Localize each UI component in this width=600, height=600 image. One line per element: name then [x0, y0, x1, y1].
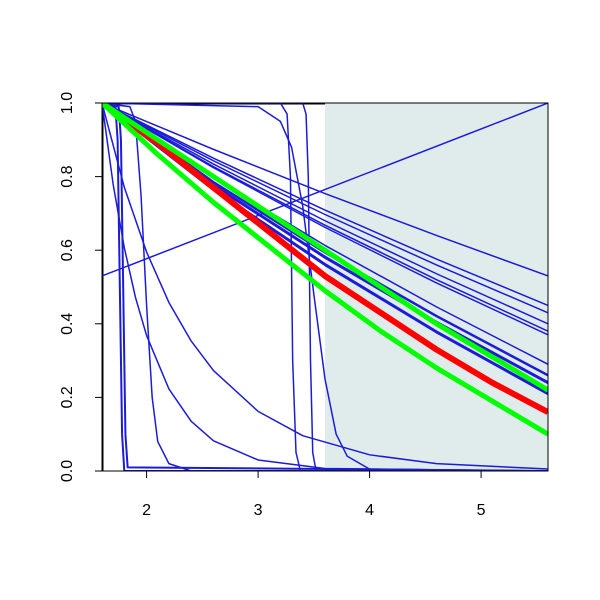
y-tick-label: 0.4	[59, 313, 76, 335]
series-line	[102, 103, 548, 314]
x-tick-label: 5	[477, 502, 486, 519]
y-tick-label: 0.2	[59, 386, 76, 408]
series-line	[102, 103, 548, 336]
series-line	[102, 103, 548, 325]
y-tick-label: 0.8	[59, 165, 76, 187]
plot-frame	[101, 102, 549, 472]
plot-area	[102, 103, 548, 471]
series-line	[102, 103, 548, 277]
series-line	[102, 103, 548, 307]
x-tick-label: 4	[365, 502, 374, 519]
series-line	[102, 103, 548, 471]
series-line	[102, 103, 548, 437]
series-line	[102, 103, 548, 415]
series-line	[102, 103, 548, 471]
series-line	[102, 103, 548, 471]
series-line	[102, 103, 548, 470]
x-tick-label: 2	[142, 502, 151, 519]
series-line	[102, 103, 548, 277]
series-line	[102, 103, 548, 471]
y-tick-label: 0.6	[59, 239, 76, 261]
series-line	[102, 103, 548, 393]
y-tick-label: 1.0	[59, 92, 76, 114]
series-line	[102, 103, 548, 471]
series-line	[102, 103, 548, 471]
x-tick-label: 3	[254, 502, 263, 519]
y-tick-label: 0.0	[59, 460, 76, 482]
